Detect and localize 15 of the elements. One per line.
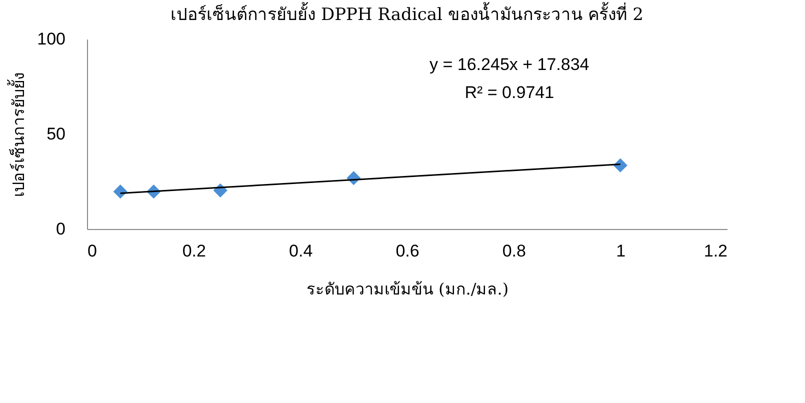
y-axis-title: เปอร์เซ็นการยับยั้ง <box>7 72 28 197</box>
x-axis-title: ระดับความเข้มข้น (มก./มล.) <box>306 280 509 298</box>
x-tick-label: 0 <box>88 242 97 260</box>
x-tick-label: 1.2 <box>704 242 728 260</box>
annotation: y = 16.245x + 17.834 <box>430 55 590 74</box>
x-tick-label: 0.2 <box>182 242 206 260</box>
y-tick-label: 0 <box>56 220 66 238</box>
x-tick-label: 1 <box>616 242 626 260</box>
y-tick-label: 50 <box>46 124 66 144</box>
x-tick-label: 0.8 <box>502 242 526 260</box>
x-tick-label: 0.4 <box>289 242 313 260</box>
annotation: R² = 0.9741 <box>464 83 554 102</box>
y-tick-label: 100 <box>37 30 66 48</box>
chart-title: เปอร์เซ็นต์การยับยั้ง DPPH Radical ของน้ำมันกระวาน ครั้งที่ 2 <box>170 2 644 25</box>
x-tick-label: 0.6 <box>396 242 420 260</box>
